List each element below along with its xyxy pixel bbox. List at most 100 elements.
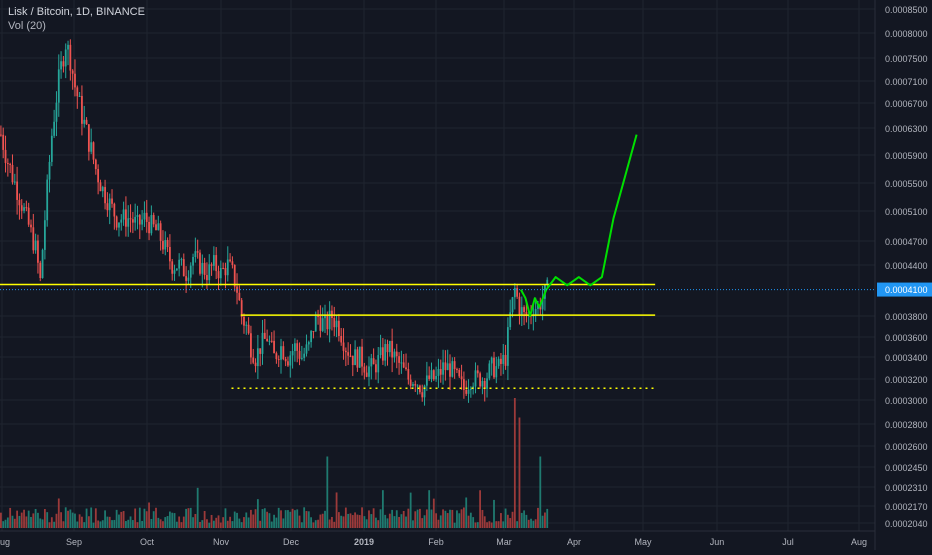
- volume-bar: [256, 499, 259, 528]
- volume-bar: [150, 518, 153, 528]
- volume-bar: [18, 515, 21, 528]
- candle-body: [337, 320, 340, 336]
- candle-body: [534, 308, 537, 316]
- candle-body: [238, 292, 241, 301]
- candle-body: [504, 354, 507, 366]
- candle: [497, 356, 500, 369]
- volume-bar: [377, 520, 380, 528]
- candle-body: [231, 261, 234, 265]
- volume-bar: [544, 512, 546, 528]
- candle: [166, 237, 169, 253]
- volume-bar: [513, 398, 516, 528]
- projection-line[interactable]: [520, 134, 638, 317]
- candle: [500, 352, 502, 376]
- volume-bar: [6, 517, 9, 528]
- candle-body: [500, 358, 502, 364]
- current-price-badge: [877, 282, 932, 297]
- candle: [351, 355, 354, 377]
- candle: [400, 350, 403, 374]
- candle-body: [421, 392, 424, 398]
- candle-body: [310, 331, 313, 343]
- candle: [388, 340, 391, 357]
- volume-bar: [194, 513, 197, 528]
- candle-body: [314, 315, 317, 332]
- candle-body: [136, 215, 139, 217]
- candle-body: [203, 262, 206, 276]
- candle: [294, 338, 296, 362]
- volume-bar: [23, 509, 25, 528]
- volume-bar: [488, 521, 491, 528]
- candle-body: [219, 267, 222, 279]
- candles: [0, 39, 549, 406]
- candle-body: [208, 264, 211, 281]
- volume-bar: [407, 508, 410, 528]
- volume-bar: [525, 514, 528, 528]
- candle-body: [495, 366, 498, 378]
- candle-body: [439, 369, 442, 375]
- candle: [76, 85, 79, 109]
- volume-indicator-label[interactable]: Vol (20): [8, 20, 46, 32]
- volume-bar: [287, 510, 289, 528]
- candle: [30, 219, 32, 233]
- candle-body: [11, 165, 14, 183]
- candle-body: [523, 307, 525, 313]
- volume-bar: [300, 522, 303, 528]
- volume-bar: [50, 517, 53, 528]
- candle: [393, 348, 396, 363]
- volume-bar: [53, 521, 56, 528]
- candle-body: [76, 87, 79, 97]
- candle: [363, 362, 366, 380]
- volume-bar: [361, 507, 363, 528]
- candle-body: [532, 315, 535, 317]
- symbol-title[interactable]: Lisk / Bitcoin, 1D, BINANCE: [8, 6, 145, 18]
- candle: [254, 358, 257, 373]
- candle-body: [546, 279, 549, 285]
- candle-body: [324, 315, 326, 319]
- volume-bar: [289, 511, 292, 528]
- volume-bar: [252, 514, 255, 528]
- candle: [231, 256, 234, 269]
- volume-bar: [83, 522, 86, 528]
- volume-bar: [384, 514, 387, 528]
- candle-body: [194, 251, 197, 257]
- volume-bar: [425, 509, 428, 528]
- volume-bar: [247, 517, 250, 528]
- candle: [229, 253, 231, 263]
- candle-body: [125, 209, 127, 227]
- candle: [342, 328, 345, 360]
- candle-body: [224, 268, 227, 276]
- candle-body: [502, 354, 505, 364]
- candle: [476, 365, 479, 378]
- candle-body: [46, 179, 49, 221]
- price-tick-label: 0.0003200: [885, 375, 928, 385]
- volume-bar: [379, 509, 382, 528]
- time-axis[interactable]: Aug Sep Oct Nov Dec 2019 Feb Mar Apr May Jun Jul Aug: [0, 537, 867, 547]
- candle-body: [407, 369, 410, 380]
- price-axis[interactable]: 0.0008500 0.0008000 0.0007500 0.0007100 0.00…: [885, 5, 928, 529]
- volume-bar: [67, 510, 69, 528]
- candle-body: [298, 350, 301, 359]
- volume-bars: [0, 398, 549, 528]
- candle: [349, 344, 352, 358]
- candle: [201, 254, 204, 288]
- candle-body: [55, 102, 58, 122]
- candle-body: [111, 198, 113, 204]
- volume-bar: [106, 516, 109, 528]
- candle: [419, 384, 421, 395]
- volume-bar: [294, 510, 296, 528]
- candle-body: [39, 262, 42, 279]
- candle: [243, 313, 245, 334]
- candle: [451, 357, 454, 378]
- candle: [337, 314, 340, 342]
- volume-bar: [20, 512, 23, 528]
- candle-body: [256, 348, 259, 367]
- volume-bar: [495, 521, 498, 528]
- price-tick-label: 0.0002800: [885, 420, 928, 430]
- price-tick-label: 0.0002040: [885, 519, 928, 529]
- candle: [210, 262, 213, 276]
- candle: [425, 361, 428, 391]
- candle: [421, 384, 424, 402]
- candle-body: [488, 363, 491, 379]
